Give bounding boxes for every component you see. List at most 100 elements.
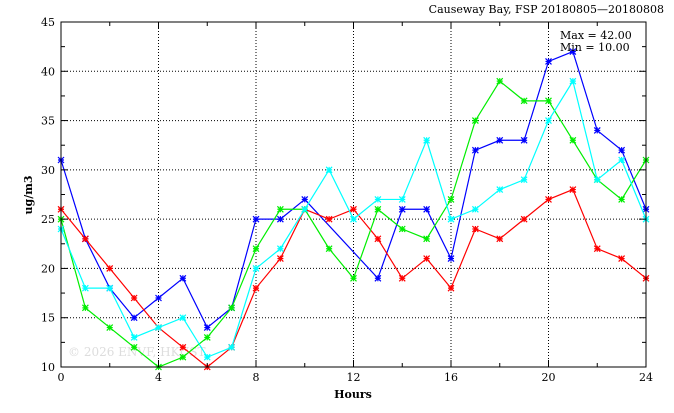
data-point-marker — [203, 334, 211, 341]
data-point-marker — [520, 97, 528, 105]
y-tick-label: 10 — [41, 361, 55, 374]
data-point-marker — [203, 324, 211, 331]
data-point-marker — [545, 97, 552, 105]
data-point-marker — [252, 215, 260, 223]
x-tick-label: 24 — [639, 371, 653, 384]
data-point-marker — [520, 176, 528, 184]
data-point-marker — [155, 294, 162, 302]
chart-title: Causeway Bay, FSP 20180805—20180808 — [429, 3, 664, 16]
watermark: © 2026 ENVF, HKUST — [68, 345, 206, 359]
data-point-marker — [106, 284, 114, 292]
x-tick-label: 8 — [253, 371, 260, 384]
x-axis-label: Hours — [334, 388, 372, 401]
data-point-marker — [618, 196, 626, 203]
data-point-marker — [447, 284, 455, 292]
data-point-marker — [471, 225, 479, 233]
data-point-marker — [179, 314, 187, 322]
data-point-marker — [593, 245, 601, 253]
data-point-marker — [350, 274, 357, 282]
data-point-marker — [130, 343, 138, 351]
data-point-marker — [374, 196, 382, 203]
y-tick-label: 45 — [41, 16, 55, 29]
data-point-marker — [325, 215, 333, 223]
x-tick-label: 12 — [347, 371, 361, 384]
data-point-marker — [398, 225, 406, 233]
data-point-marker — [618, 146, 626, 154]
y-tick-label: 40 — [41, 65, 55, 78]
y-tick-label: 20 — [41, 262, 55, 275]
series-cyan — [57, 77, 650, 361]
data-point-marker — [276, 215, 284, 223]
max-annotation: Max = 42.00 — [560, 29, 632, 42]
series-group — [57, 48, 650, 371]
data-point-marker — [276, 255, 284, 262]
data-point-marker — [471, 205, 479, 213]
x-tick-label: 16 — [444, 371, 458, 384]
data-point-marker — [301, 196, 309, 203]
data-point-marker — [545, 196, 552, 203]
grid — [61, 22, 646, 367]
data-point-marker — [447, 215, 455, 223]
data-point-marker — [520, 215, 528, 223]
data-point-marker — [398, 274, 406, 282]
data-point-marker — [228, 343, 236, 351]
x-tick-label: 4 — [155, 371, 162, 384]
data-point-marker — [593, 176, 601, 184]
data-point-marker — [423, 235, 431, 243]
data-point-marker — [81, 235, 89, 243]
data-point-marker — [423, 255, 431, 262]
data-point-marker — [228, 304, 236, 312]
data-point-marker — [398, 196, 406, 203]
data-point-marker — [496, 186, 504, 193]
data-point-marker — [423, 205, 431, 213]
min-annotation: Min = 10.00 — [560, 41, 630, 54]
data-point-marker — [130, 294, 138, 302]
y-tick-label: 30 — [41, 164, 55, 177]
axis-ticks: 0 4 8 12 16 20 24 10 15 20 25 30 35 40 45 — [41, 16, 653, 384]
data-point-marker — [81, 284, 89, 292]
data-point-marker — [520, 136, 528, 144]
data-point-marker — [130, 334, 138, 341]
data-point-marker — [301, 205, 309, 213]
data-point-marker — [545, 117, 552, 124]
data-point-marker — [398, 205, 406, 213]
data-point-marker — [155, 324, 162, 331]
data-point-marker — [496, 77, 504, 85]
data-point-marker — [252, 245, 260, 253]
data-point-marker — [618, 255, 626, 262]
data-point-marker — [374, 205, 382, 213]
data-point-marker — [545, 58, 552, 65]
data-point-marker — [106, 324, 114, 331]
data-point-marker — [81, 304, 89, 312]
data-point-marker — [569, 77, 577, 85]
data-point-marker — [374, 235, 382, 243]
y-tick-label: 35 — [41, 115, 55, 128]
x-tick-label: 20 — [542, 371, 556, 384]
data-point-marker — [325, 245, 333, 253]
data-point-marker — [203, 353, 211, 361]
data-point-marker — [447, 196, 455, 203]
data-point-marker — [179, 353, 187, 361]
data-point-marker — [179, 343, 187, 351]
data-point-marker — [423, 136, 431, 144]
data-point-marker — [179, 274, 187, 282]
data-point-marker — [569, 136, 577, 144]
data-point-marker — [496, 136, 504, 144]
series-blue — [57, 48, 650, 331]
data-point-marker — [276, 205, 284, 213]
y-tick-label: 15 — [41, 312, 55, 325]
data-point-marker — [106, 265, 114, 272]
data-point-marker — [593, 127, 601, 134]
data-point-marker — [447, 255, 455, 262]
data-point-marker — [350, 205, 357, 213]
data-point-marker — [276, 245, 284, 253]
data-point-marker — [325, 166, 333, 174]
data-point-marker — [618, 156, 626, 164]
x-tick-label: 0 — [58, 371, 65, 384]
data-point-marker — [252, 284, 260, 292]
data-point-marker — [374, 274, 382, 282]
y-tick-label: 25 — [41, 213, 55, 226]
y-axis-label: ug/m3 — [22, 176, 35, 215]
